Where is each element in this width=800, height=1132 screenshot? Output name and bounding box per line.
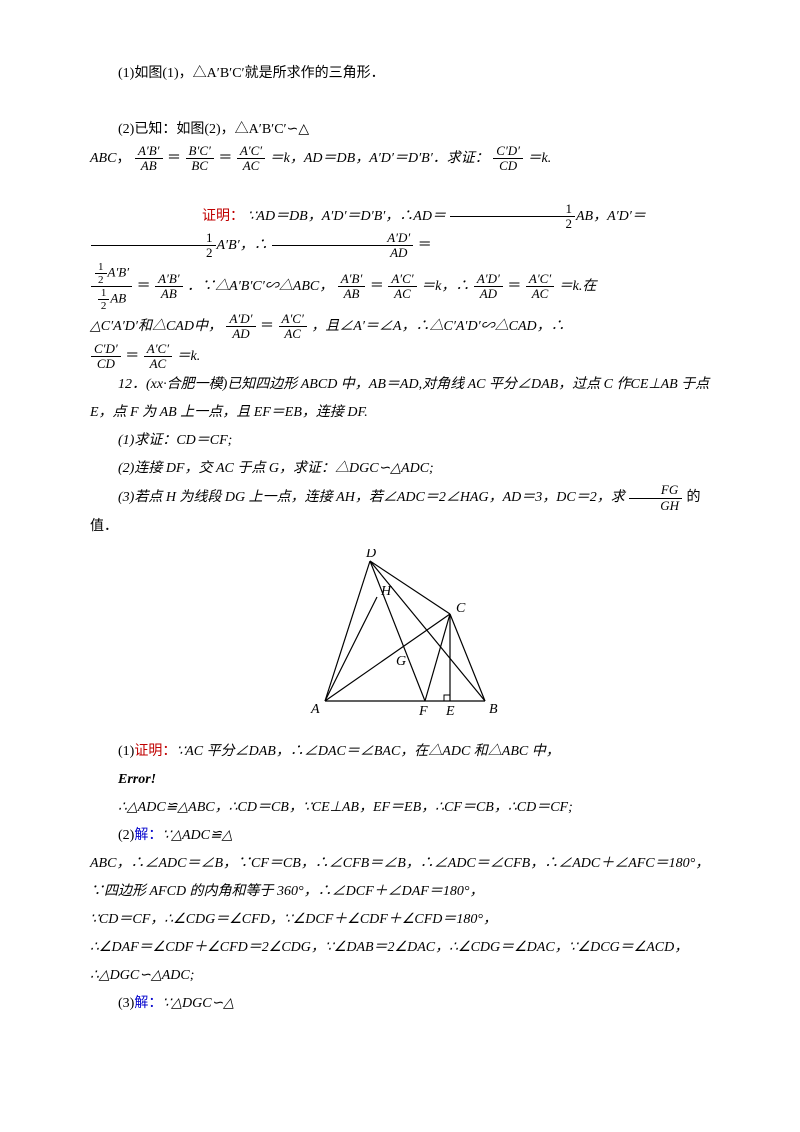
- fraction-ac: A′C′AC: [237, 144, 265, 174]
- text-6a: △C′A′D′和△CAD中，: [90, 319, 222, 334]
- paragraph-21: (3)解：∵△DGC∽△: [90, 990, 710, 1018]
- paragraph-17: ∵四边形 AFCD 的内角和等于 360°，∴∠DCF＋∠DAF＝180°，: [90, 878, 710, 906]
- paragraph-15: (2)解：∵△ADC≌△: [90, 822, 710, 850]
- paragraph-19: ∴∠DAF＝∠CDF＋∠CFD＝2∠CDG，∵∠DAB＝2∠DAC，∴∠CDG＝…: [90, 934, 710, 962]
- text-mid: ＝k，AD＝DB，A′D′＝D′B′．求证：: [270, 151, 489, 166]
- paragraph-4: 证明： ∵AD＝DB，A′D′＝D′B′，∴AD＝ 12AB，A′D′＝12A′…: [90, 202, 710, 261]
- svg-text:C: C: [456, 601, 466, 616]
- fraction-adad-3: A′D′AD: [226, 312, 255, 342]
- paragraph-13-error: Error!: [90, 766, 710, 794]
- body-12: ∵AC 平分∠DAB，∴∠DAC＝∠BAC，在△ADC 和△ABC 中，: [176, 744, 559, 759]
- svg-text:H: H: [380, 584, 392, 599]
- fraction-half-1: 12: [450, 202, 575, 232]
- paragraph-6: △C′A′D′和△CAD中， A′D′AD ＝ A′C′AC ，且∠A′＝∠A，…: [90, 312, 710, 342]
- solve-label-2: 解：: [134, 996, 162, 1011]
- fraction-ab-2: A′B′AB: [155, 272, 183, 302]
- proof-label: 证明：: [202, 209, 244, 224]
- fraction-ac-3: A′C′AC: [526, 272, 554, 302]
- fraction-ab-3: A′B′AB: [338, 272, 366, 302]
- text-11a: (3)若点 H 为线段 DG 上一点，连接 AH，若∠ADC＝2∠HAG，AD＝…: [118, 490, 625, 505]
- text-7: ＝k.: [177, 349, 201, 364]
- body-15: ∵△ADC≌△: [162, 828, 232, 843]
- paragraph-18: ∵CD＝CF，∴∠CDG＝∠CFD，∵∠DCF＋∠CDF＋∠CFD＝180°，: [90, 906, 710, 934]
- svg-text:F: F: [418, 704, 428, 719]
- paragraph-9: (1)求证：CD＝CF;: [90, 427, 710, 455]
- paragraph-20: ∴△DGC∽△ADC;: [90, 962, 710, 990]
- body-21: ∵△DGC∽△: [162, 996, 234, 1011]
- text-6b: ，且∠A′＝∠A，∴△C′A′D′∽△CAD，∴: [311, 319, 564, 334]
- proof-4a: ∵AD＝DB，A′D′＝D′B′，∴AD＝: [248, 209, 446, 224]
- fraction-compound: 12A′B′ 12AB: [91, 261, 132, 312]
- fraction-bc: B′C′BC: [186, 144, 214, 174]
- text-end: ＝k.: [528, 151, 552, 166]
- fraction-ab: A′B′AB: [135, 144, 163, 174]
- proof-label-2: 证明：: [134, 744, 176, 759]
- geometry-svg: A B C D E F G H: [285, 549, 515, 719]
- text-abc: ABC: [90, 151, 116, 166]
- paragraph-1: (1)如图(1)，△A′B′C′就是所求作的三角形．: [90, 60, 710, 88]
- paragraph-11: (3)若点 H 为线段 DG 上一点，连接 AH，若∠ADC＝2∠HAG，AD＝…: [90, 483, 710, 541]
- proof-4b: AB，A′D′＝: [576, 209, 646, 224]
- num-15: (2): [118, 828, 134, 843]
- num-12: (1): [118, 744, 134, 759]
- paragraph-12: (1)证明：∵AC 平分∠DAB，∴∠DAC＝∠BAC，在△ADC 和△ABC …: [90, 738, 710, 766]
- fraction-fg: FGGH: [629, 483, 682, 513]
- paragraph-14: ∴△ADC≌△ABC，∴CD＝CB，∵CE⊥AB，EF＝EB，∴CF＝CB，∴C…: [90, 794, 710, 822]
- svg-text:D: D: [365, 549, 376, 561]
- solve-label-1: 解：: [134, 828, 162, 843]
- paragraph-5: 12A′B′ 12AB ＝ A′B′AB ．∵△A′B′C′∽△ABC， A′B…: [90, 261, 710, 312]
- fraction-ac-2: A′C′AC: [388, 272, 416, 302]
- fraction-ac-4: A′C′AC: [279, 312, 307, 342]
- fraction-adad: A′D′AD: [272, 231, 413, 261]
- svg-text:G: G: [396, 654, 406, 669]
- svg-text:A: A: [310, 702, 320, 717]
- text-5b: ＝k，∴: [421, 279, 469, 294]
- paragraph-10: (2)连接 DF，交 AC 于点 G，求证：△DGC∽△ADC;: [90, 455, 710, 483]
- proof-4c: A′B′，∴: [217, 238, 268, 253]
- fraction-half-2: 12: [91, 231, 216, 261]
- document-page: (1)如图(1)，△A′B′C′就是所求作的三角形． (2)已知：如图(2)，△…: [0, 0, 800, 1132]
- paragraph-16: ABC，∴∠ADC＝∠B，∵CF＝CB，∴∠CFB＝∠B，∴∠ADC＝∠CFB，…: [90, 850, 710, 878]
- geometry-figure: A B C D E F G H: [90, 549, 710, 730]
- fraction-ac-5: A′C′AC: [144, 342, 172, 372]
- fraction-cd: C′D′CD: [493, 144, 523, 174]
- fraction-cd-2: C′D′CD: [91, 342, 121, 372]
- text-5c: ＝k.在: [559, 279, 597, 294]
- num-21: (3): [118, 996, 134, 1011]
- svg-text:B: B: [489, 702, 498, 717]
- sep: ，: [116, 151, 130, 166]
- paragraph-2: (2)已知：如图(2)，△A′B′C′∽△: [90, 116, 710, 144]
- fraction-adad-2: A′D′AD: [474, 272, 503, 302]
- svg-text:E: E: [445, 704, 455, 719]
- paragraph-3: ABC， A′B′AB ＝ B′C′BC ＝ A′C′AC ＝k，AD＝DB，A…: [90, 144, 710, 174]
- text-5a: ．∵△A′B′C′∽△ABC，: [187, 279, 333, 294]
- paragraph-7: C′D′CD ＝ A′C′AC ＝k.: [90, 342, 710, 372]
- paragraph-8: 12．(xx·合肥一模)已知四边形 ABCD 中，AB＝AD,对角线 AC 平分…: [90, 371, 710, 427]
